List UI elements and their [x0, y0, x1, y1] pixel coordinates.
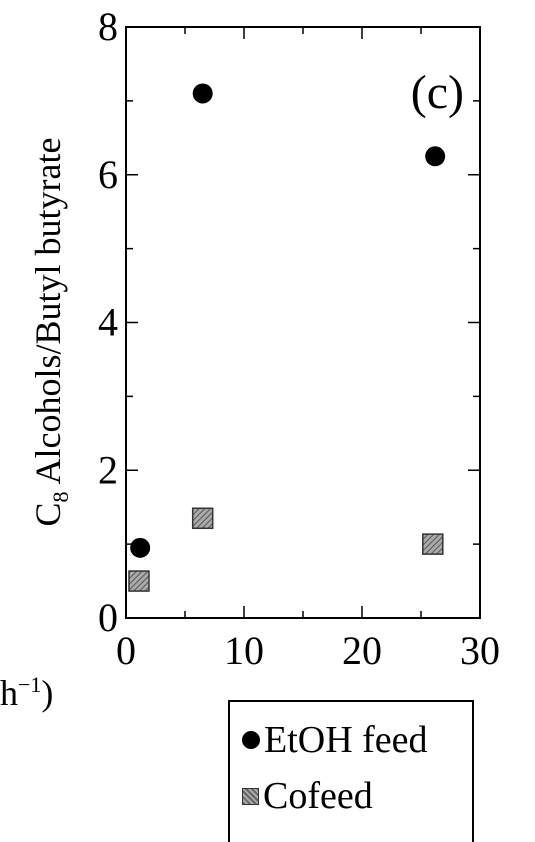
legend-label-cofeed: Cofeed	[263, 774, 373, 818]
y-label-subscript: 8	[48, 491, 73, 502]
square-marker-icon	[242, 788, 259, 805]
y-tick-label: 8	[98, 4, 118, 49]
y-tick-label: 2	[98, 447, 118, 492]
y-tick-label: 6	[98, 152, 118, 197]
y-tick-label: 4	[98, 300, 118, 345]
x-label-text: h	[0, 673, 18, 713]
x-label-sup: −1	[18, 672, 41, 697]
y-label-rest: Alcohols/Butyl butyrate	[28, 138, 68, 492]
panel-label: (c)	[411, 66, 464, 119]
legend-label-etoh-feed: EtOH feed	[264, 718, 428, 762]
circle-marker-icon	[242, 731, 260, 749]
point-etoh-feed	[130, 538, 150, 558]
legend-item-cofeed: Cofeed	[242, 774, 373, 818]
legend-item-etoh-feed: EtOH feed	[242, 718, 428, 762]
point-cofeed	[193, 508, 213, 528]
x-tick-label: 20	[342, 628, 382, 673]
x-tick-label: 0	[116, 628, 136, 673]
point-etoh-feed	[193, 83, 213, 103]
y-label-prefix: C	[28, 502, 68, 526]
x-axis-label-fragment: h−1)	[0, 672, 53, 714]
x-tick-label: 30	[460, 628, 500, 673]
x-label-close: )	[41, 673, 53, 713]
point-etoh-feed	[425, 146, 445, 166]
y-tick-label: 0	[98, 595, 118, 640]
point-cofeed	[423, 534, 443, 554]
point-cofeed	[129, 571, 149, 591]
x-tick-label: 10	[224, 628, 264, 673]
legend: EtOH feed Cofeed	[228, 700, 474, 842]
data-points	[129, 83, 445, 591]
y-axis-label: C8 Alcohols/Butyl butyrate	[28, 138, 73, 527]
